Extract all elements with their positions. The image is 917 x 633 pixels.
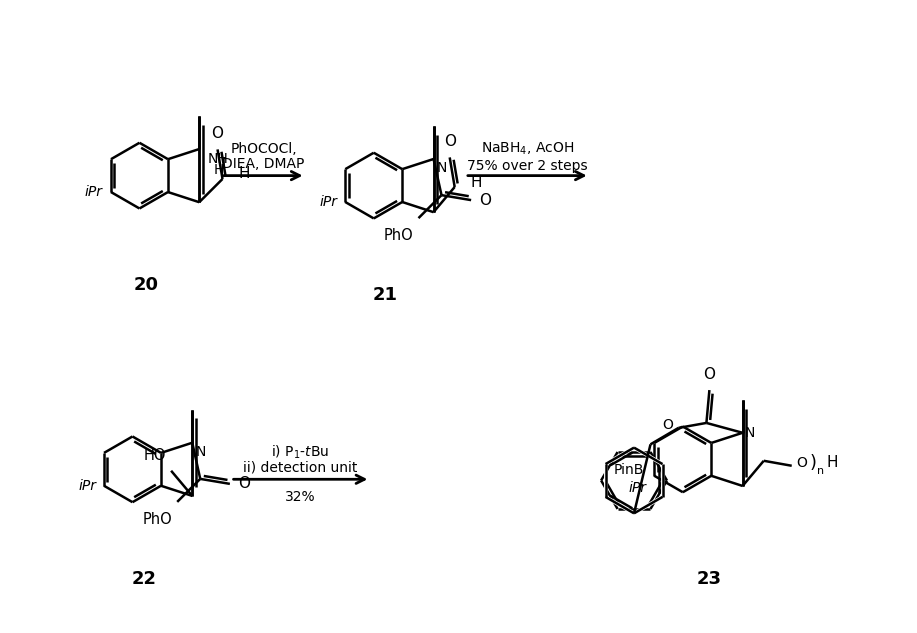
- Text: 22: 22: [131, 570, 157, 588]
- Text: 75% over 2 steps: 75% over 2 steps: [468, 159, 588, 173]
- Text: O: O: [238, 477, 249, 491]
- Text: PhOCOCl,: PhOCOCl,: [230, 142, 297, 156]
- Text: N: N: [745, 426, 755, 440]
- Text: O: O: [663, 418, 673, 432]
- Text: n: n: [817, 466, 823, 476]
- Text: N: N: [436, 161, 447, 175]
- Text: PinB: PinB: [613, 463, 645, 477]
- Text: O: O: [444, 134, 456, 149]
- Text: O: O: [212, 127, 224, 141]
- Text: iPr: iPr: [78, 479, 96, 492]
- Text: O: O: [703, 367, 715, 382]
- Text: ): ): [810, 454, 817, 472]
- Text: N: N: [195, 445, 205, 459]
- Text: NaBH$_4$, AcOH: NaBH$_4$, AcOH: [481, 141, 575, 157]
- Text: H: H: [826, 455, 838, 470]
- Text: 20: 20: [134, 276, 159, 294]
- Text: H: H: [470, 175, 482, 189]
- Text: PhO: PhO: [142, 512, 172, 527]
- Text: i) P$_1$-$t$Bu: i) P$_1$-$t$Bu: [271, 444, 329, 461]
- Text: O: O: [479, 192, 492, 208]
- Text: O: O: [797, 456, 808, 470]
- Text: H: H: [214, 163, 224, 177]
- Text: iPr: iPr: [319, 195, 337, 209]
- Text: NH: NH: [207, 152, 228, 166]
- Text: PhO: PhO: [383, 228, 414, 243]
- Text: 32%: 32%: [285, 490, 315, 505]
- Text: HO: HO: [144, 448, 166, 463]
- Text: DIEA, DMAP: DIEA, DMAP: [223, 157, 304, 171]
- Text: iPr: iPr: [85, 185, 103, 199]
- Text: ii) detection unit: ii) detection unit: [243, 460, 358, 474]
- Text: 21: 21: [372, 286, 398, 304]
- Text: H: H: [238, 166, 250, 182]
- Text: 23: 23: [697, 570, 722, 588]
- Text: iPr: iPr: [628, 481, 646, 495]
